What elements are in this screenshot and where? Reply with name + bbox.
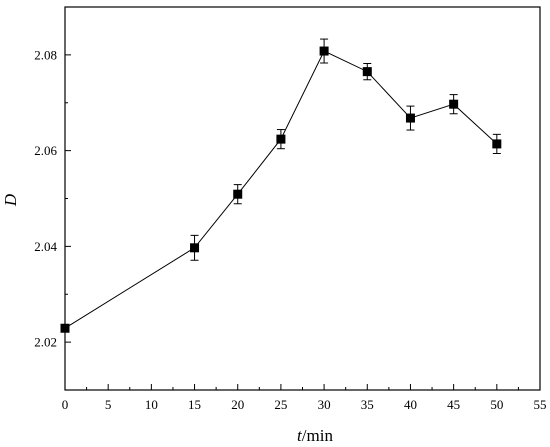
y-tick-label: 2.04 xyxy=(34,239,57,254)
data-point xyxy=(233,189,243,199)
plot-layer xyxy=(60,38,502,333)
x-tick-label: 50 xyxy=(490,397,503,412)
x-tick-label: 15 xyxy=(188,397,201,412)
y-tick-label: 2.06 xyxy=(34,143,57,158)
data-point xyxy=(492,139,502,149)
x-tick-label: 10 xyxy=(145,397,158,412)
y-tick-label: 2.02 xyxy=(34,335,57,350)
y-tick-label: 2.08 xyxy=(34,47,57,62)
x-axis-label-unit: /min xyxy=(302,426,334,445)
data-point xyxy=(190,243,200,253)
x-tick-label: 30 xyxy=(318,397,331,412)
data-point xyxy=(405,113,415,123)
x-tick-label: 20 xyxy=(231,397,244,412)
x-axis-label: t/min xyxy=(297,426,333,445)
x-tick-label: 0 xyxy=(62,397,69,412)
data-point xyxy=(276,134,286,144)
series-line xyxy=(64,50,498,329)
data-point xyxy=(362,67,372,77)
x-tick-label: 25 xyxy=(274,397,287,412)
x-tick-label: 35 xyxy=(361,397,374,412)
data-point xyxy=(319,46,329,56)
x-tick-label: 40 xyxy=(404,397,417,412)
data-point xyxy=(449,99,459,109)
x-tick-label: 55 xyxy=(534,397,547,412)
axes: 0 5 10 15 20 25 30 35 40 45 50 55 2.02 2.04 2.06 2.08 xyxy=(34,6,547,412)
x-tick-label: 5 xyxy=(105,397,112,412)
plot-frame xyxy=(64,6,541,391)
x-tick-label: 45 xyxy=(447,397,460,412)
x-axis-label-variable: t xyxy=(297,426,303,445)
y-axis-label: D xyxy=(1,193,20,207)
